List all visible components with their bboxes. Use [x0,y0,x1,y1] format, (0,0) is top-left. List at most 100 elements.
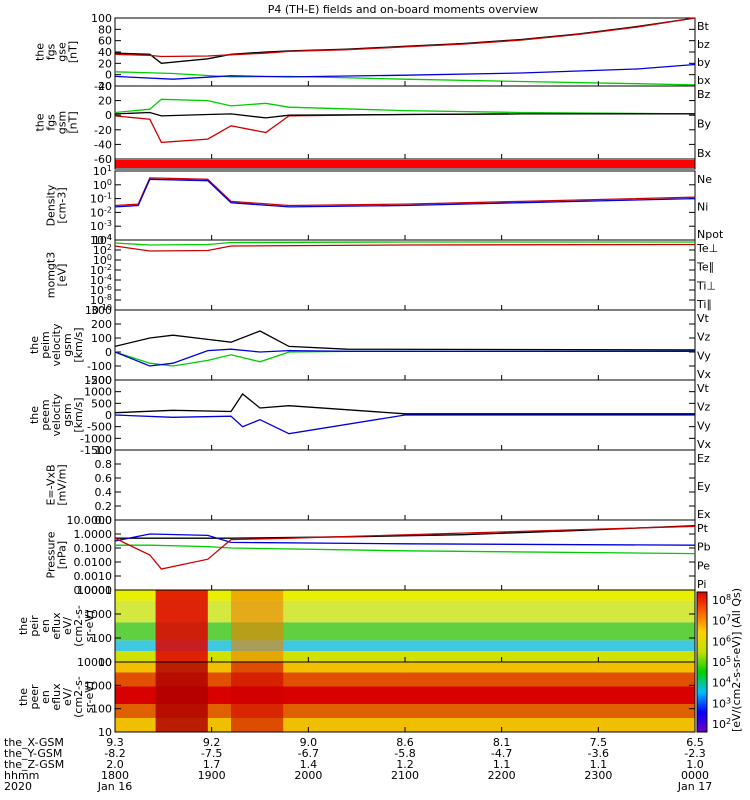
x-column-value: 1.1 [590,758,608,771]
y-axis-label-line: fgs [45,114,58,131]
quality-flag-bar [114,158,696,170]
series-Pt [115,524,696,539]
colorbar-label: [eV/(cm2-s-sr-eV)] (All Qs) [730,588,743,732]
y-tick-label: 0.4 [95,486,113,499]
legend-entry: Vx [697,438,712,451]
y-axis-label-line: Density [45,184,58,226]
y-axis-label-line: gsm [61,333,74,356]
colorbar-tick-label: 106 [712,634,731,648]
legend-entry: Npot [697,228,724,241]
series-Pi [114,533,696,546]
colorbar-tick-label: 103 [712,696,731,710]
y-tick-label: 0 [105,109,112,122]
y-axis-label-line: sr-eV) [83,681,96,713]
x-column-value: -3.6 [588,747,609,760]
y-tick-label: 100 [93,178,112,192]
y-tick-label: 40 [98,46,112,59]
y-tick-label: 20 [98,57,112,70]
y-axis-label-line: eV/ [61,688,74,706]
legend-entry: Pe [697,559,710,572]
colorbar-tick-label: 104 [712,676,731,690]
x-column-value: 1.7 [203,758,221,771]
y-tick-label: -100 [87,360,112,373]
legend-entry: By [697,118,712,131]
y-axis-label-line: (cm2-s- [72,605,85,647]
panel-frame [114,519,696,591]
y-axis-label-line: the [34,113,47,131]
y-axis-label-line: fgs [45,43,58,60]
y-tick-label: 200 [91,318,112,331]
legend-entry: bx [697,74,711,87]
x-row-label: the_Y-GSM [4,747,62,760]
series-Pe [115,544,696,555]
y-axis-label-line: peim [39,331,52,359]
panel-moms_t: 10410210010-210-410-610-810-10momgt3[eV]… [45,233,719,317]
x-column-value: 7.5 [590,736,608,749]
x-row-label: the_X-GSM [4,736,64,749]
x-column-value: 2100 [391,769,419,782]
x-column-value: 1.4 [300,758,318,771]
y-axis-label-line: the [28,336,41,354]
y-tick-label: 10-3 [90,219,112,233]
colorbar-tick-label: 107 [712,614,731,628]
series-Te [114,243,696,252]
x-column-value: Jan 16 [97,780,132,793]
spectrogram-band [115,662,695,673]
panel-efield: 1.00.80.60.40.20.0 E=-VxB[mV/m] Ez Ey Ex [45,444,711,527]
y-axis-label-line: [mV/m] [56,464,69,505]
y-axis-label-line: [km/s] [72,397,85,432]
y-axis-label-line: the [28,406,41,424]
y-tick-label: -60 [94,153,112,166]
series-Ti [114,241,695,246]
spectrogram-enhancement [231,662,284,732]
y-axis-label: E=-VxB[mV/m] [45,464,69,505]
legend-entry: Ni [697,201,708,214]
colorbar-tick-label: 102 [712,717,731,731]
y-axis-label-line: Pressure [45,531,58,578]
y-axis-label-line: peer [28,684,41,710]
y-tick-label: 1000 [84,386,112,399]
x-column-value: 1800 [101,769,129,782]
x-column-value: 8.6 [396,736,414,749]
y-axis-label-line: gsm [56,111,69,134]
y-tick-label: 1000 [84,679,112,692]
panel-peim_v: 3002001000-100-200thepeimvelocitygsm[km/… [28,304,712,387]
x-column-value: 2200 [488,769,516,782]
y-axis-label-line: momgt3 [45,252,58,298]
x-column-value: 9.2 [203,736,221,749]
y-axis-label-line: E=-VxB [45,464,58,505]
x-column-value: Jan 17 [677,780,712,793]
y-tick-label: 500 [91,397,112,410]
series-Bz [114,98,696,115]
y-axis-label-line: the [34,43,47,61]
y-tick-label: 10 [98,726,112,739]
x-column-value: 9.0 [300,736,318,749]
x-column-value: 2000 [294,769,322,782]
panel-peir_flux: 10000100010010thepeirenefluxeV/(cm2-s-sr… [17,584,696,669]
panel-density: 10110010-110-210-310-4Density[cm-3]NeNiN… [45,164,724,247]
legend-entry: bz [697,38,710,51]
flag-bar-frame [114,158,696,170]
colorbar-strip [696,591,708,733]
y-tick-label: 100 [91,632,112,645]
x-row-label: 2020 [4,780,32,793]
y-tick-label: 10 [98,656,112,669]
y-tick-label: 0.6 [95,472,113,485]
series-bz [114,17,696,58]
y-tick-label: 0.0100 [74,556,113,569]
y-tick-label: 0.2 [95,500,113,513]
series-By [114,113,695,144]
legend-entry: Vy [697,349,711,362]
y-tick-label: 0.8 [95,458,113,471]
series-Pb [114,525,696,570]
x-column-value: 6.5 [686,736,704,749]
y-tick-label: -1500 [80,444,112,457]
x-column-value: 9.3 [106,736,124,749]
y-axis-label-line: gsm [61,403,74,426]
y-axis-label-line: peem [39,399,52,430]
panel-frame [114,309,696,381]
